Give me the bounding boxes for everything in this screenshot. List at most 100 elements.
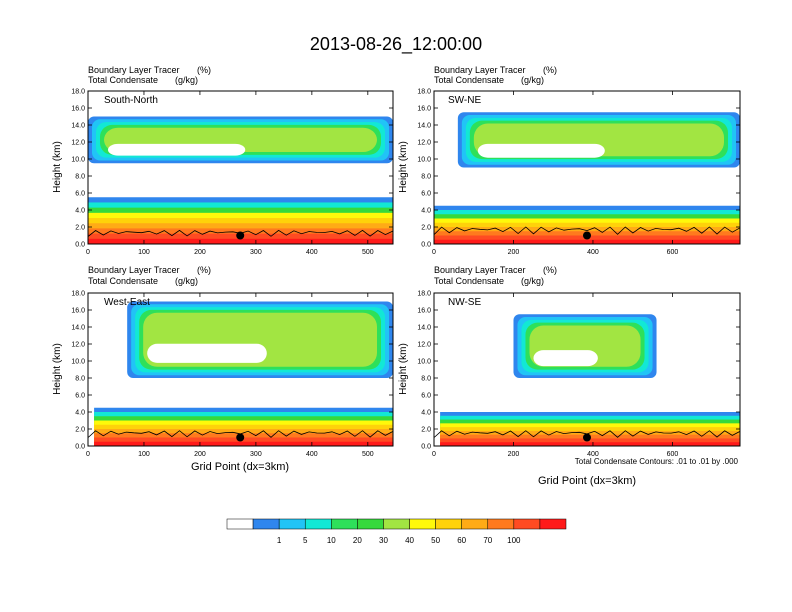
panel-sw-ne: Boundary Layer Tracer (%) Total Condensa… — [398, 65, 741, 256]
panel-nw-se: Boundary Layer Tracer (%) Total Condensa… — [398, 265, 741, 487]
y-tick-label: 0.0 — [421, 444, 431, 451]
panel-field-units: (%) — [543, 65, 557, 75]
panel-label: NW-SE — [448, 297, 481, 308]
x-tick-label: 400 — [306, 249, 318, 256]
x-tick-label: 0 — [432, 249, 436, 256]
cloud-gap — [108, 143, 246, 156]
colorbar-swatch — [331, 518, 358, 530]
panel-field-label: Boundary Layer Tracer — [434, 65, 526, 75]
cloud-gap — [147, 343, 267, 363]
location-marker — [236, 231, 245, 240]
y-tick-label: 4.0 — [421, 410, 431, 417]
colorbar-label: 5 — [303, 536, 308, 545]
x-tick-label: 100 — [138, 249, 150, 256]
y-tick-label: 6.0 — [421, 191, 431, 198]
x-tick-label: 0 — [86, 249, 90, 256]
y-tick-label: 6.0 — [421, 393, 431, 400]
y-axis-label: Height (km) — [52, 141, 63, 193]
x-tick-label: 100 — [138, 451, 150, 458]
y-tick-label: 14.0 — [417, 325, 431, 332]
panel-contour-label: Total Condensate — [434, 75, 504, 85]
panel-contour-label: Total Condensate — [88, 276, 158, 286]
y-tick-label: 12.0 — [417, 140, 431, 147]
axes: 0.0 2.0 4.0 6.0 8.0 10.0 12.0 14.0 16.0 18.0 0 200 4… — [417, 89, 740, 256]
colorbar-label: 50 — [431, 536, 440, 545]
plot-frame — [87, 90, 394, 245]
location-marker — [583, 433, 591, 442]
colorbar: 1 5 10 20 30 40 50 60 70 100 — [226, 518, 567, 545]
x-tick-label: 200 — [194, 451, 206, 458]
axes: 0.0 2.0 4.0 6.0 8.0 10.0 12.0 14.0 16.0 18.0 0 100 2… — [71, 291, 393, 458]
panel-label: SW-NE — [448, 95, 481, 106]
colorbar-swatch — [383, 518, 410, 530]
panel-field-units: (%) — [543, 265, 557, 275]
panel-field-units: (%) — [197, 65, 211, 75]
colorbar-swatch — [513, 518, 541, 530]
colorbar-label: 1 — [277, 536, 282, 545]
y-tick-label: 10.0 — [417, 359, 431, 366]
y-tick-label: 0.0 — [75, 242, 85, 249]
colorbar-swatch — [487, 518, 515, 530]
y-tick-label: 18.0 — [71, 291, 85, 298]
x-tick-label: 0 — [432, 451, 436, 458]
panel-contour-units: (g/kg) — [521, 75, 544, 85]
page-title: 2013-08-26_12:00:00 — [310, 34, 482, 55]
y-tick-label: 14.0 — [417, 123, 431, 130]
colorbar-swatch — [461, 518, 489, 530]
y-tick-label: 14.0 — [71, 325, 85, 332]
y-tick-label: 8.0 — [75, 376, 85, 383]
y-tick-label: 18.0 — [417, 89, 431, 96]
panel-label: West-East — [104, 297, 150, 308]
y-tick-label: 10.0 — [71, 157, 85, 164]
colorbar-swatch — [278, 518, 306, 530]
colorbar-label: 40 — [405, 536, 414, 545]
panel-contour-label: Total Condensate — [88, 75, 158, 85]
x-axis-label: Grid Point (dx=3km) — [538, 475, 636, 487]
y-tick-label: 8.0 — [75, 174, 85, 181]
y-tick-label: 2.0 — [75, 225, 85, 232]
y-tick-label: 2.0 — [421, 427, 431, 434]
colorbar-swatch — [357, 518, 384, 530]
panel-field-label: Boundary Layer Tracer — [434, 265, 526, 275]
x-tick-label: 500 — [362, 451, 374, 458]
panel-contour-units: (g/kg) — [521, 276, 544, 286]
y-tick-label: 6.0 — [75, 393, 85, 400]
y-tick-label: 16.0 — [71, 308, 85, 315]
colorbar-swatch — [304, 518, 332, 530]
y-tick-label: 4.0 — [421, 208, 431, 215]
y-axis-label: Height (km) — [398, 141, 409, 193]
x-tick-label: 400 — [587, 451, 599, 458]
plot-frame — [433, 90, 741, 245]
panel-contour-label: Total Condensate — [434, 276, 504, 286]
y-tick-label: 12.0 — [417, 342, 431, 349]
y-tick-label: 4.0 — [75, 410, 85, 417]
y-tick-label: 6.0 — [75, 191, 85, 198]
panel-contour-units: (g/kg) — [175, 75, 198, 85]
plot-fill — [88, 116, 393, 244]
y-tick-label: 16.0 — [71, 106, 85, 113]
y-tick-label: 10.0 — [417, 157, 431, 164]
axes: 0.0 2.0 4.0 6.0 8.0 10.0 12.0 14.0 16.0 18.0 0 100 2… — [71, 89, 393, 256]
colorbar-label: 10 — [327, 536, 336, 545]
y-tick-label: 14.0 — [71, 123, 85, 130]
colorbar-label: 70 — [483, 536, 492, 545]
axes: 0.0 2.0 4.0 6.0 8.0 10.0 12.0 14.0 16.0 18.0 0 200 4… — [417, 291, 740, 458]
x-tick-label: 200 — [508, 249, 520, 256]
y-tick-label: 16.0 — [417, 106, 431, 113]
y-tick-label: 18.0 — [71, 89, 85, 96]
x-tick-label: 400 — [306, 451, 318, 458]
plot-fill — [434, 112, 740, 244]
panel-field-label: Boundary Layer Tracer — [88, 265, 180, 275]
panel-south-north: Boundary Layer Tracer (%) Total Condensa… — [52, 65, 394, 256]
y-tick-label: 2.0 — [75, 427, 85, 434]
y-tick-label: 16.0 — [417, 308, 431, 315]
y-tick-label: 8.0 — [421, 174, 431, 181]
x-tick-label: 200 — [194, 249, 206, 256]
terrain-line — [434, 226, 740, 235]
y-tick-label: 12.0 — [71, 342, 85, 349]
colorbar-swatch — [252, 518, 280, 530]
plot-fill — [88, 301, 393, 446]
x-tick-label: 300 — [250, 451, 262, 458]
x-tick-label: 300 — [250, 249, 262, 256]
location-marker — [583, 231, 591, 240]
